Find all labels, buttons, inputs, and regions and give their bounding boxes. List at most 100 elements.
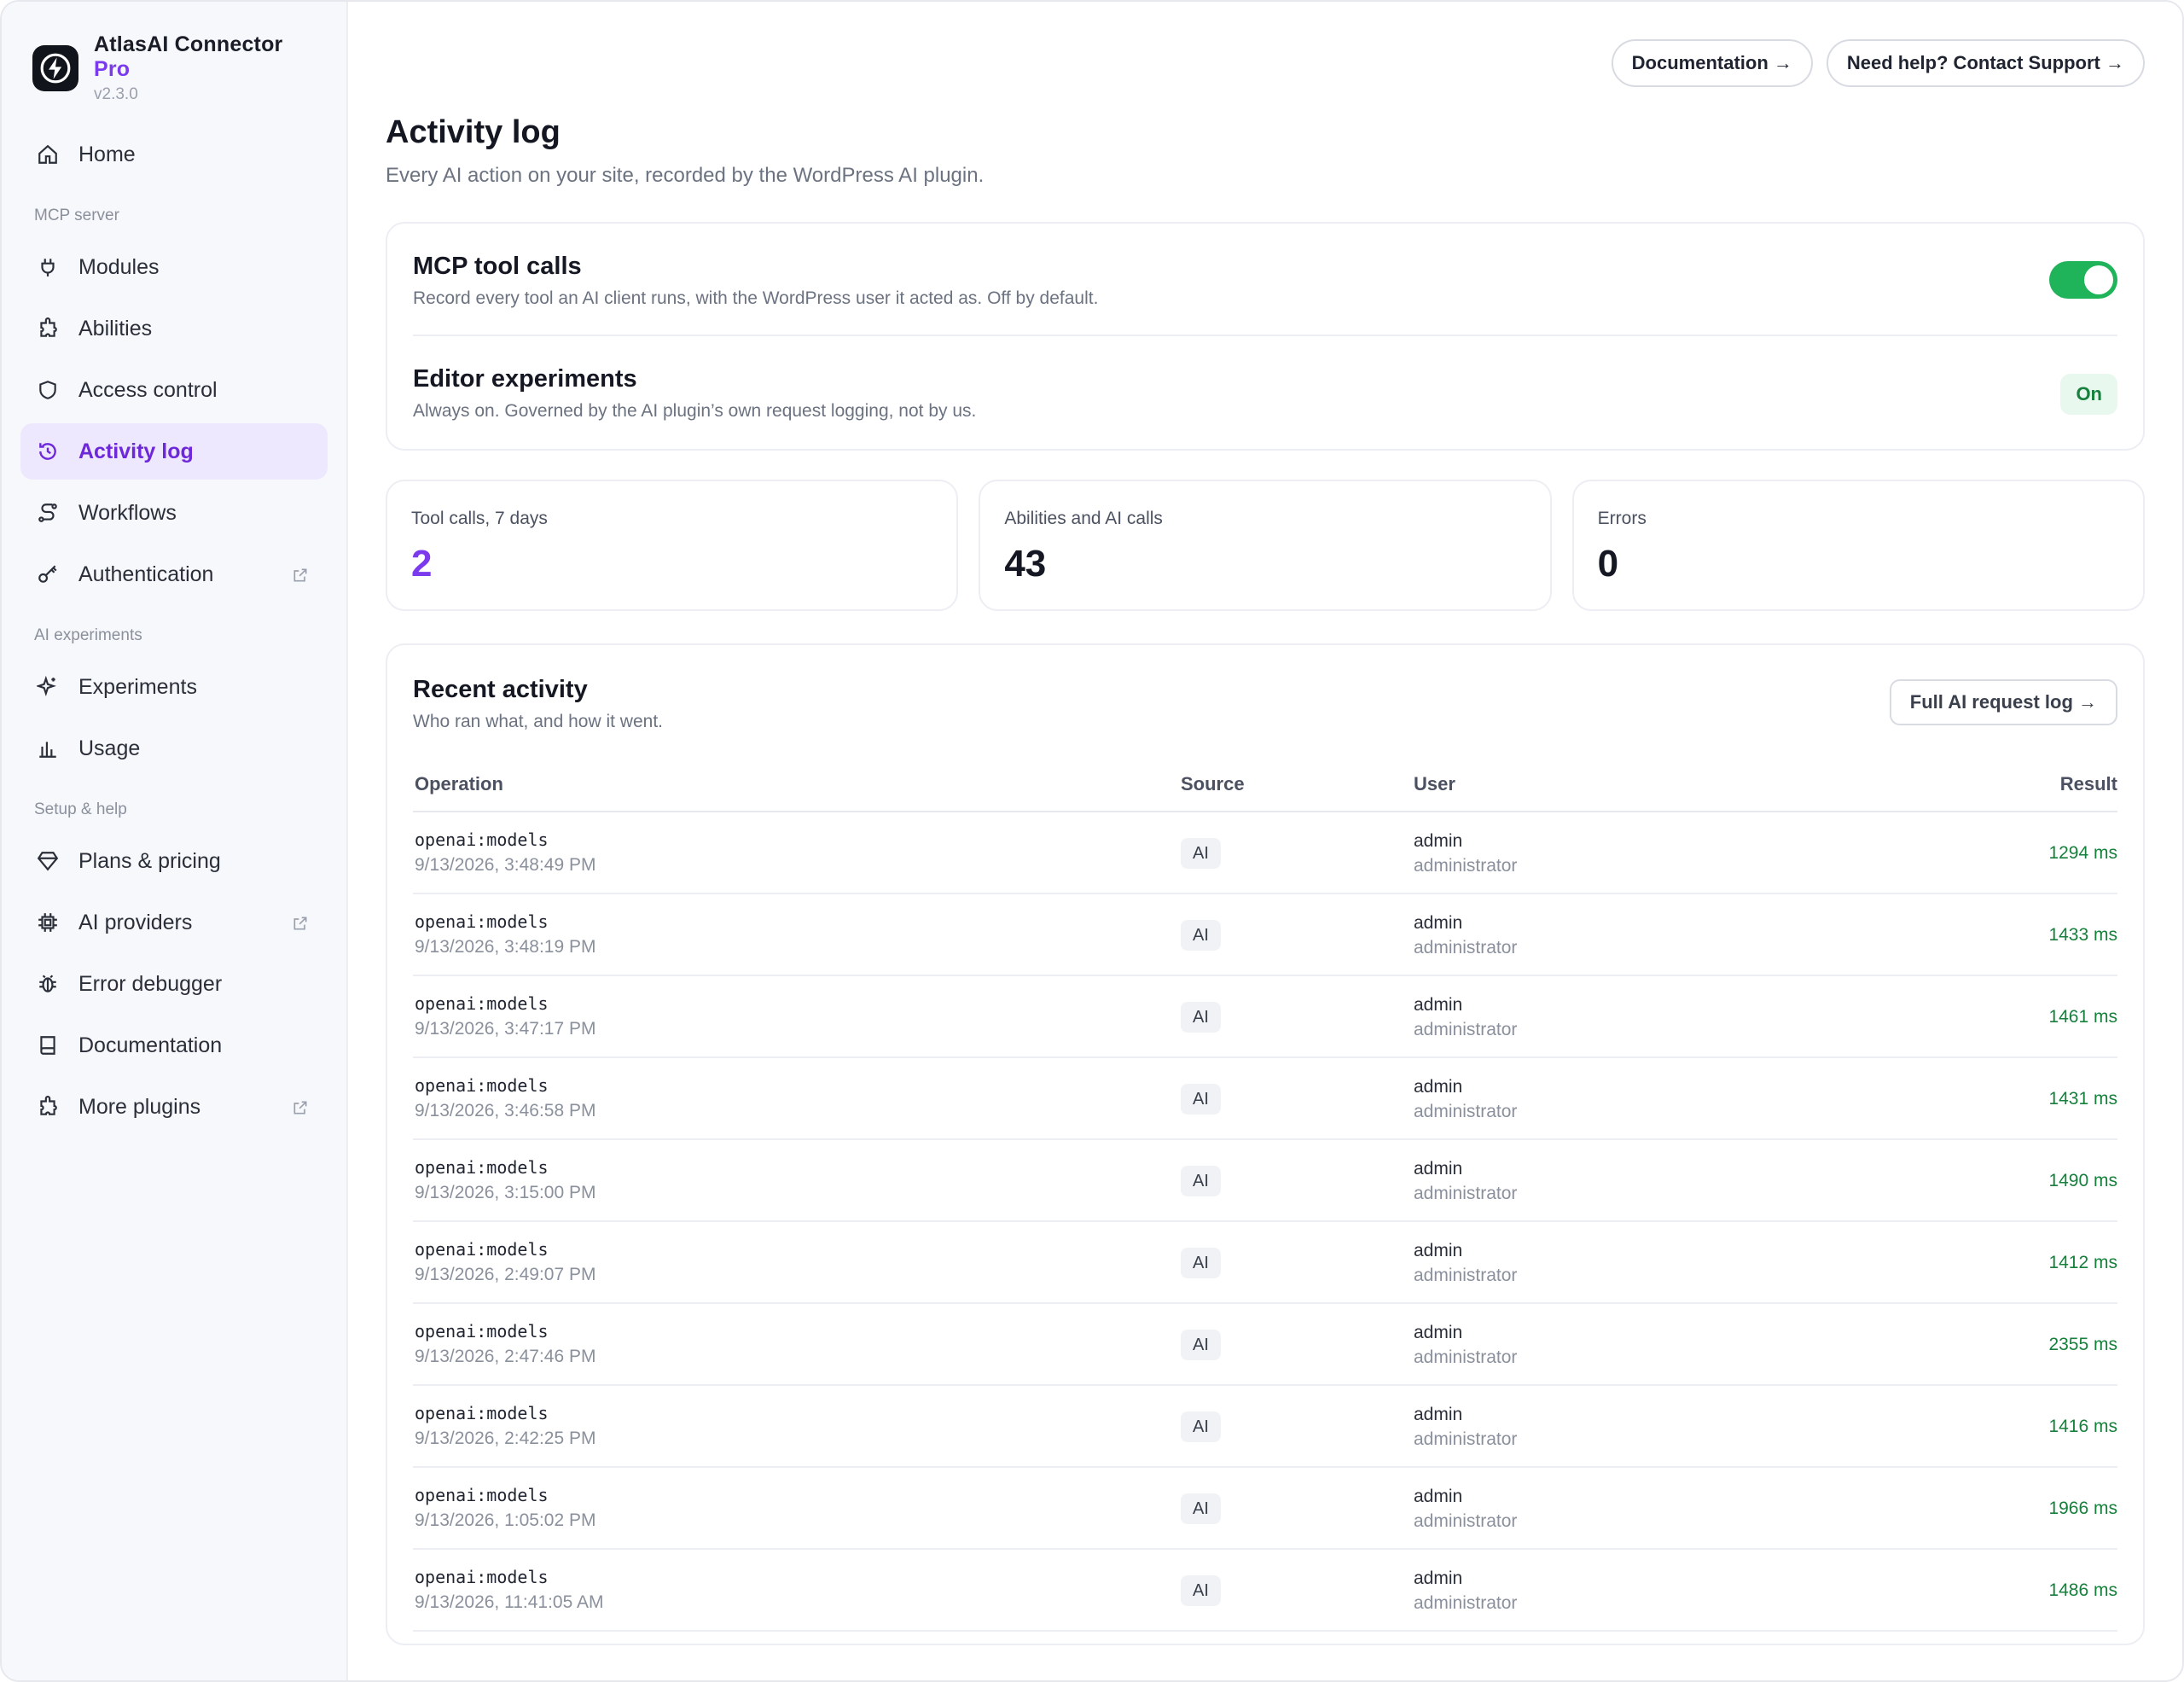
brand-name: AtlasAI Connector Pro	[94, 32, 316, 82]
stats-row: Tool calls, 7 days 2 Abilities and AI ca…	[386, 480, 2145, 611]
user-role: administrator	[1414, 1347, 1518, 1367]
sidebar-item-label: More plugins	[78, 1094, 201, 1119]
operation-time: 9/13/2026, 11:41:05 AM	[415, 1592, 604, 1612]
sidebar-item-error-debugger[interactable]: Error debugger	[20, 956, 328, 1012]
source-badge: AI	[1181, 838, 1221, 869]
stat-abilities-ai-calls: Abilities and AI calls 43	[979, 480, 1552, 611]
contact-support-button[interactable]: Need help? Contact Support →	[1826, 39, 2145, 87]
sidebar-item-experiments[interactable]: Experiments	[20, 659, 328, 715]
table-row[interactable]: openai:models 9/13/2026, 2:47:46 PM AI a…	[413, 1304, 2117, 1386]
column-header-result[interactable]: Result	[2059, 773, 2117, 794]
operation-time: 9/13/2026, 1:05:02 PM	[415, 1510, 596, 1530]
section-title: Recent activity	[413, 676, 588, 703]
operation-name: openai:models	[415, 1321, 549, 1342]
user-name: admin	[1414, 1323, 1463, 1342]
operation-name: openai:models	[415, 1567, 549, 1587]
setting-description: Record every tool an AI client runs, wit…	[413, 288, 1099, 308]
main-content: Documentation → Need help? Contact Suppo…	[348, 2, 2182, 1680]
stat-value: 0	[1597, 543, 1619, 585]
table-row[interactable]: openai:models 9/13/2026, 2:42:25 PM AI a…	[413, 1386, 2117, 1468]
sidebar-item-home[interactable]: Home	[20, 126, 328, 183]
operation-name: openai:models	[415, 1239, 549, 1260]
sidebar-item-more-plugins[interactable]: More plugins	[20, 1079, 328, 1135]
user-name: admin	[1414, 913, 1463, 933]
user-name: admin	[1414, 1159, 1463, 1179]
gem-icon	[36, 849, 60, 873]
column-header-operation[interactable]: Operation	[415, 773, 503, 794]
activity-table: Operation Source User Result openai:mode…	[413, 761, 2117, 1632]
table-row[interactable]: openai:models 9/13/2026, 11:41:05 AM AI …	[413, 1550, 2117, 1632]
page-subtitle: Every AI action on your site, recorded b…	[386, 164, 985, 187]
user-role: administrator	[1414, 1429, 1518, 1449]
full-ai-request-log-button[interactable]: Full AI request log →	[1889, 679, 2117, 725]
table-row[interactable]: openai:models 9/13/2026, 3:15:00 PM AI a…	[413, 1140, 2117, 1222]
sidebar: AtlasAI Connector Pro v2.3.0 Home MCP se…	[2, 2, 348, 1680]
brand-pro-label: Pro	[94, 57, 131, 81]
user-role: administrator	[1414, 1102, 1518, 1121]
sidebar-item-documentation[interactable]: Documentation	[20, 1017, 328, 1074]
table-row[interactable]: openai:models 9/13/2026, 3:48:19 PM AI a…	[413, 894, 2117, 976]
mcp-tool-calls-toggle[interactable]	[2049, 261, 2117, 299]
sidebar-item-access-control[interactable]: Access control	[20, 362, 328, 418]
operation-name: openai:models	[415, 1075, 549, 1096]
table-row[interactable]: openai:models 9/13/2026, 3:47:17 PM AI a…	[413, 976, 2117, 1058]
source-badge: AI	[1181, 1330, 1221, 1360]
sidebar-item-label: Documentation	[78, 1033, 223, 1057]
table-row[interactable]: openai:models 9/13/2026, 2:49:07 PM AI a…	[413, 1222, 2117, 1304]
sidebar-item-label: Modules	[78, 254, 160, 279]
operation-name: openai:models	[415, 1157, 549, 1178]
table-row[interactable]: openai:models 9/13/2026, 1:05:02 PM AI a…	[413, 1468, 2117, 1550]
result-duration: 1433 ms	[2048, 925, 2117, 945]
stat-label: Tool calls, 7 days	[411, 509, 548, 528]
sidebar-item-label: Error debugger	[78, 971, 223, 996]
key-icon	[36, 562, 60, 586]
logging-settings-card: MCP tool calls Record every tool an AI c…	[386, 222, 2145, 451]
sidebar-item-ai-providers[interactable]: AI providers	[20, 894, 328, 951]
page-title: Activity log	[386, 114, 561, 150]
operation-time: 9/13/2026, 3:47:17 PM	[415, 1019, 596, 1039]
source-badge: AI	[1181, 1248, 1221, 1278]
brand-version: v2.3.0	[94, 85, 138, 103]
sidebar-item-plans-pricing[interactable]: Plans & pricing	[20, 833, 328, 889]
column-header-source[interactable]: Source	[1181, 773, 1245, 794]
user-name: admin	[1414, 1077, 1463, 1097]
chip-icon	[36, 911, 60, 934]
table-row[interactable]: openai:models 9/13/2026, 3:48:49 PM AI a…	[413, 812, 2117, 894]
operation-name: openai:models	[415, 1403, 549, 1423]
operation-time: 9/13/2026, 2:47:46 PM	[415, 1347, 596, 1366]
puzzle-icon	[36, 1095, 60, 1119]
user-name: admin	[1414, 1487, 1463, 1506]
sidebar-item-usage[interactable]: Usage	[20, 720, 328, 777]
sidebar-item-modules[interactable]: Modules	[20, 239, 328, 295]
stat-errors: Errors 0	[1571, 480, 2145, 611]
documentation-button[interactable]: Documentation →	[1611, 39, 1813, 87]
result-duration: 1461 ms	[2048, 1007, 2117, 1027]
operation-time: 9/13/2026, 2:49:07 PM	[415, 1265, 596, 1284]
sidebar-item-label: Experiments	[78, 674, 197, 699]
table-row[interactable]: openai:models 9/13/2026, 3:46:58 PM AI a…	[413, 1058, 2117, 1140]
column-header-user[interactable]: User	[1414, 773, 1455, 794]
sidebar-item-abilities[interactable]: Abilities	[20, 300, 328, 357]
result-duration: 2355 ms	[2048, 1335, 2117, 1354]
user-name: admin	[1414, 1241, 1463, 1260]
result-duration: 1431 ms	[2048, 1089, 2117, 1109]
sidebar-item-authentication[interactable]: Authentication	[20, 546, 328, 602]
sidebar-item-activity-log[interactable]: Activity log	[20, 423, 328, 480]
result-duration: 1490 ms	[2048, 1171, 2117, 1190]
setting-editor-experiments: Editor experiments Always on. Governed b…	[413, 336, 2117, 449]
operation-name: openai:models	[415, 911, 549, 932]
user-role: administrator	[1414, 938, 1518, 957]
nav-section-setup: Setup & help	[34, 800, 127, 818]
source-badge: AI	[1181, 1575, 1221, 1606]
operation-time: 9/13/2026, 3:46:58 PM	[415, 1101, 596, 1120]
user-role: administrator	[1414, 856, 1518, 876]
sidebar-item-workflows[interactable]: Workflows	[20, 485, 328, 541]
source-badge: AI	[1181, 1493, 1221, 1524]
operation-name: openai:models	[415, 1485, 549, 1505]
sidebar-item-label: Workflows	[78, 500, 177, 525]
stat-label: Errors	[1597, 509, 1647, 528]
sidebar-item-label: Plans & pricing	[78, 848, 221, 873]
operation-name: openai:models	[415, 829, 549, 850]
stat-tool-calls: Tool calls, 7 days 2	[386, 480, 959, 611]
